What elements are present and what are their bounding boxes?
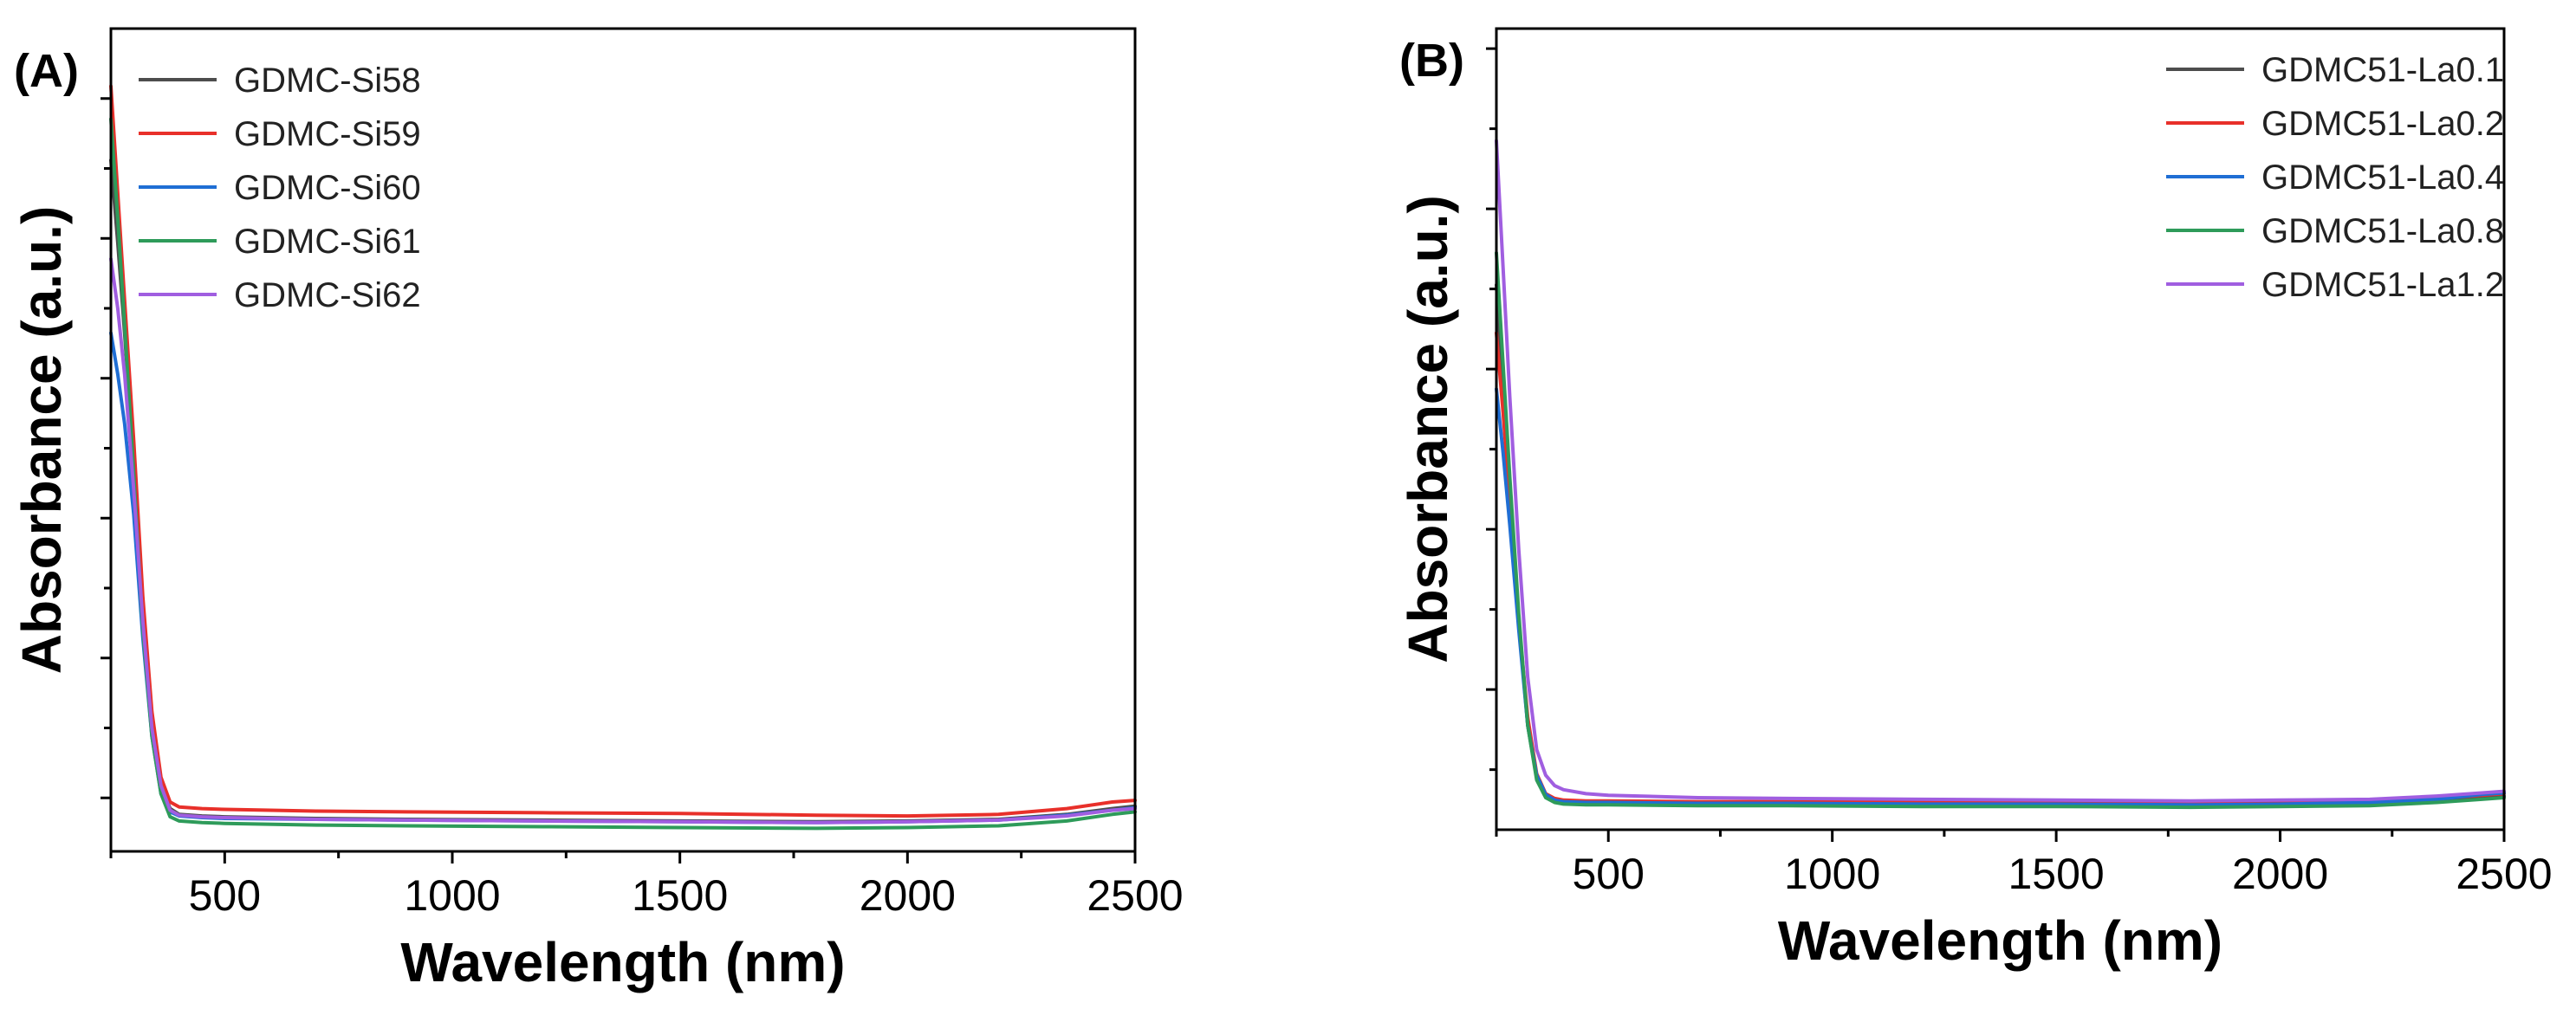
x-tick-label-2500: 2500 bbox=[2456, 850, 2552, 898]
x-axis-title: Wavelength (nm) bbox=[400, 931, 845, 993]
series-line-gdmc51-la0.1 bbox=[1495, 283, 2506, 808]
plot-frame bbox=[109, 27, 1137, 853]
legend-label-gdmc-si58: GDMC-Si58 bbox=[234, 61, 421, 100]
panel-a: 500 1000 1500 2000 2500 Wavelength (nm) Absorb… bbox=[10, 27, 1184, 993]
x-tick-label-500: 500 bbox=[1573, 850, 1645, 898]
legend-label-gdmc51-la1.2: GDMC51-La1.2 bbox=[2261, 266, 2504, 304]
series-line-gdmc-si62 bbox=[109, 257, 1137, 825]
x-tick-label-500: 500 bbox=[189, 871, 261, 920]
legend: GDMC51-La0.1 GDMC51-La0.2 GDMC51-La0.4 GDMC… bbox=[2166, 51, 2504, 304]
series-line-gdmc-si59 bbox=[109, 84, 1137, 818]
x-tick-label-1000: 1000 bbox=[1784, 850, 1880, 898]
x-tick-label-1500: 1500 bbox=[632, 871, 728, 920]
legend-label-gdmc-si61: GDMC-Si61 bbox=[234, 223, 421, 261]
x-tick-label-1500: 1500 bbox=[2008, 850, 2104, 898]
legend-label-gdmc51-la0.2: GDMC51-La0.2 bbox=[2261, 105, 2504, 143]
series-line-gdmc51-la0.4 bbox=[1495, 387, 2506, 807]
legend-label-gdmc-si60: GDMC-Si60 bbox=[234, 169, 421, 207]
series-line-gdmc-si60 bbox=[109, 331, 1137, 825]
y-axis-title: Absorbance (a.u.) bbox=[10, 206, 73, 675]
legend: GDMC-Si58 GDMC-Si59 GDMC-Si60 GDMC-Si61 GDMC… bbox=[139, 61, 421, 314]
plot-frame bbox=[1495, 27, 2506, 831]
x-tick-label-1000: 1000 bbox=[404, 871, 500, 920]
legend-label-gdmc-si59: GDMC-Si59 bbox=[234, 115, 421, 153]
x-tick-label-2000: 2000 bbox=[2232, 850, 2328, 898]
series-line-gdmc51-la0.2 bbox=[1495, 331, 2506, 805]
panel-b: 500 1000 1500 2000 2500 Wavelength (nm) Absorb… bbox=[1397, 27, 2553, 972]
x-tick-label-2500: 2500 bbox=[1087, 871, 1183, 920]
legend-label-gdmc51-la0.4: GDMC51-La0.4 bbox=[2261, 158, 2504, 197]
series-line-gdmc51-la0.8 bbox=[1495, 251, 2506, 810]
panel-label: (A) bbox=[14, 45, 79, 97]
series-line-gdmc51-la1.2 bbox=[1495, 139, 2506, 803]
x-tick-label-2000: 2000 bbox=[860, 871, 956, 920]
x-axis-title: Wavelength (nm) bbox=[1778, 909, 2222, 972]
y-axis-title: Absorbance (a.u.) bbox=[1397, 195, 1459, 663]
panel-label: (B) bbox=[1399, 35, 1464, 87]
legend-label-gdmc51-la0.8: GDMC51-La0.8 bbox=[2261, 212, 2504, 250]
legend-label-gdmc51-la0.1: GDMC51-La0.1 bbox=[2261, 51, 2504, 89]
legend-label-gdmc-si62: GDMC-Si62 bbox=[234, 276, 421, 314]
